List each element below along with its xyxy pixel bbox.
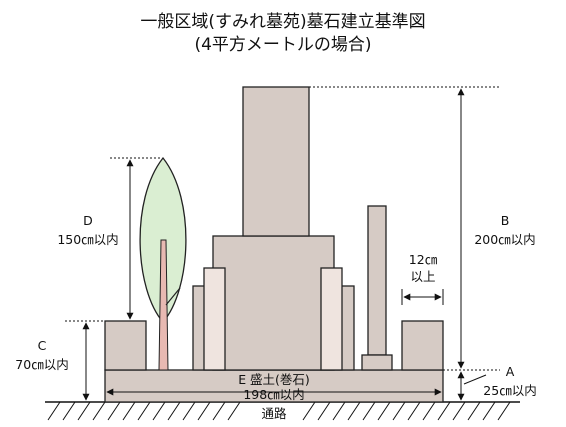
right-corner-post	[401, 320, 444, 371]
label-c-letter: C	[38, 338, 47, 353]
label-b-value: 200㎝以内	[474, 232, 535, 247]
a-leader-line	[463, 374, 487, 385]
tablet-base	[361, 354, 393, 371]
label-c-value: 70㎝以内	[15, 357, 68, 372]
mound-base	[104, 369, 444, 403]
gravestone-top-stone	[242, 86, 310, 237]
label-d-letter: D	[83, 213, 93, 228]
diagram-title-line2: (4平方メートルの場合)	[194, 35, 372, 55]
label-width: 198㎝以内	[243, 387, 304, 402]
tree-trunk	[158, 239, 169, 371]
label-d-value: 150㎝以内	[57, 232, 118, 247]
left-flower-vase	[203, 267, 226, 371]
ground-hatching	[47, 401, 511, 421]
left-corner-post	[104, 320, 147, 371]
reference-lines	[65, 86, 500, 371]
label-path: 通路	[261, 406, 287, 421]
label-b-letter: B	[501, 213, 510, 228]
label-a-value: 25㎝以内	[483, 383, 536, 398]
tree-branch	[165, 287, 181, 306]
tablet-post	[367, 205, 387, 356]
diagram-title-line1: 一般区域(すみれ墓苑)墓石建立基準図	[140, 12, 426, 32]
label-gap-suffix: 以上	[410, 269, 435, 284]
label-mound: E 盛土(巻石)	[238, 372, 310, 387]
gravestone-middle-tier	[212, 235, 335, 371]
right-flower-vase	[320, 267, 343, 371]
label-gap-value: 12㎝	[409, 252, 438, 267]
label-a-letter: A	[506, 364, 515, 379]
